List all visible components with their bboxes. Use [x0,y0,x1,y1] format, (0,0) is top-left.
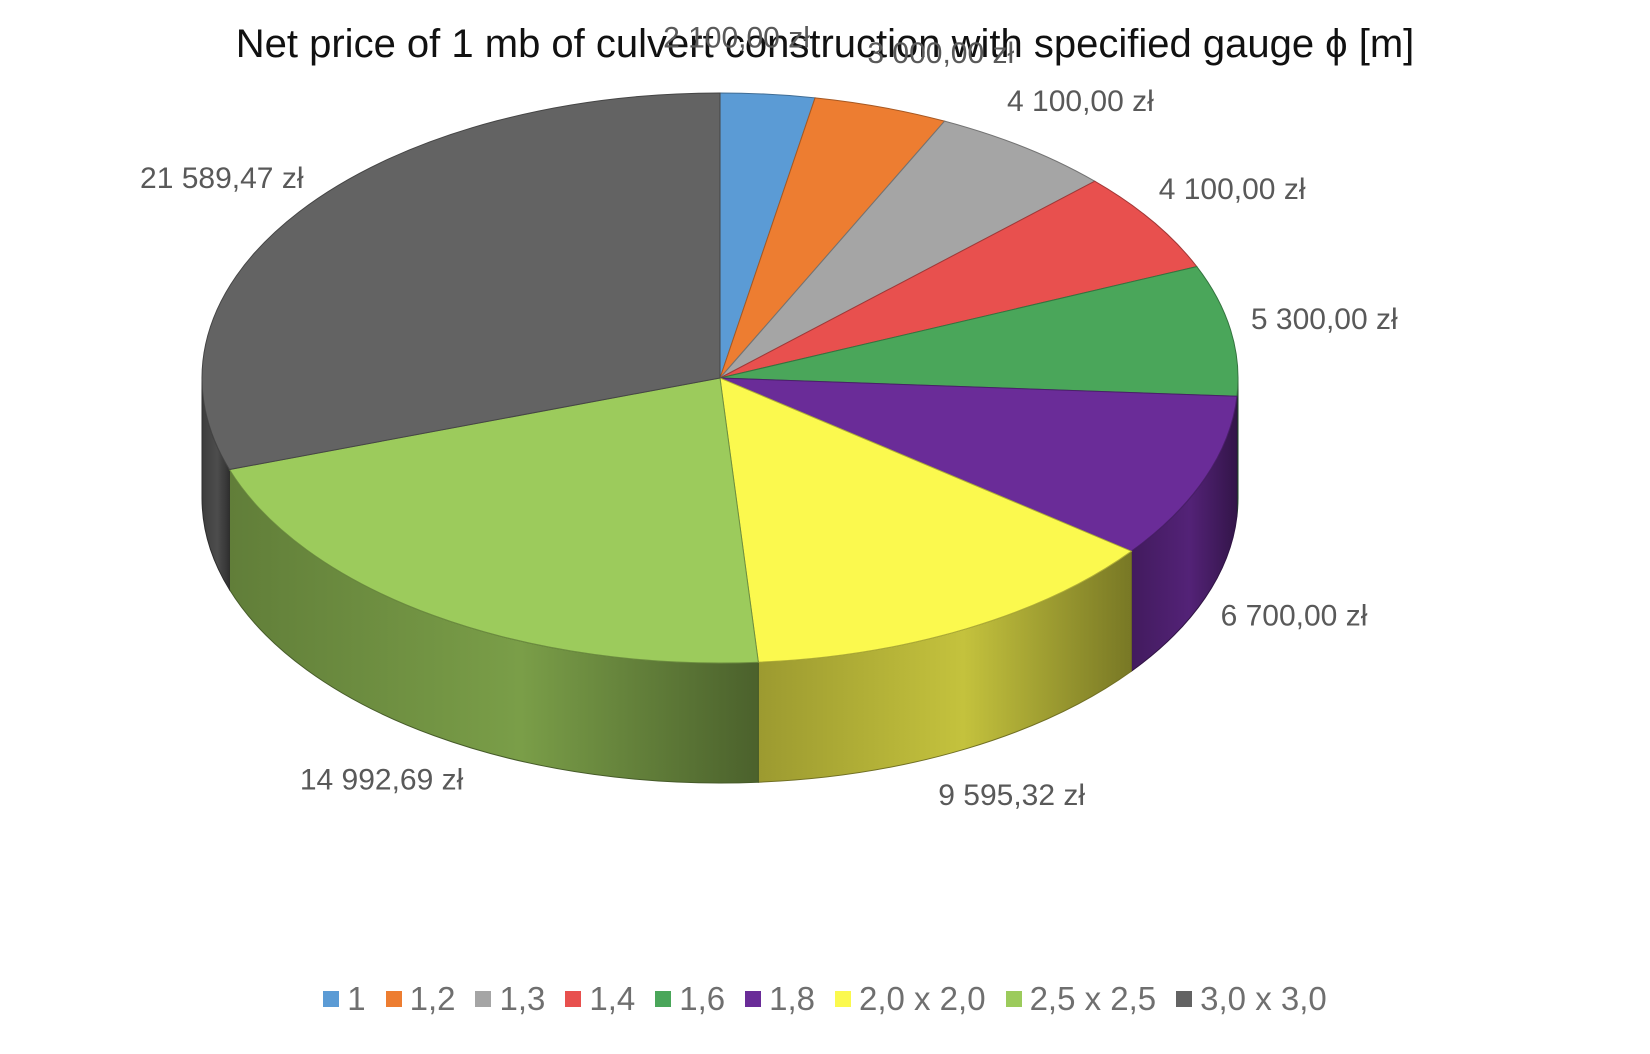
data-label-1: 3 000,00 zł [867,37,1014,70]
legend-label: 1,3 [499,980,546,1017]
legend-item: 1,4 [565,980,635,1018]
pie-slice-7 [228,377,759,664]
data-label-8: 21 589,47 zł [140,162,304,195]
legend-label: 1,2 [409,980,456,1017]
legend-swatch [745,991,762,1007]
legend-swatch [385,991,402,1007]
legend-swatch [1005,991,1022,1007]
legend-item: 1 [323,980,366,1018]
legend-label: 2,0 x 2,0 [858,980,986,1017]
legend-label: 1,4 [589,980,636,1017]
legend-item: 1,8 [745,980,815,1018]
pie-sides [201,377,1239,784]
pie-slice-4 [719,266,1239,397]
legend-swatch [565,991,582,1007]
data-label-7: 14 992,69 zł [300,763,464,796]
pie-slice-6 [719,377,1133,663]
legend-swatch [834,991,851,1007]
legend-label: 2,5 x 2,5 [1029,980,1157,1017]
legend-swatch [655,991,672,1007]
legend-label: 1 [347,980,366,1017]
legend: 1 1,2 1,3 1,4 1,6 1,8 2,0 x 2,0 2,5 x 2,5 3,0 x … [0,980,1650,1018]
data-label-3: 4 100,00 zł [1159,173,1306,206]
legend-label: 3,0 x 3,0 [1200,980,1327,1017]
legend-swatch [475,991,492,1007]
legend-label: 1,6 [679,980,726,1017]
legend-item: 1,3 [475,980,545,1018]
legend-item: 1,6 [655,980,725,1018]
legend-item: 2,0 x 2,0 [834,980,986,1018]
chart-title: Net price of 1 mb of culvert constructio… [235,22,1415,66]
pie-slice-3 [719,180,1198,379]
legend-swatch [323,991,340,1007]
legend-item: 1,2 [385,980,456,1018]
data-label-0: 2 100,00 zł [663,21,810,54]
pie-slice-8 [201,92,721,471]
pie-slice-5 [719,377,1238,552]
data-label-4: 5 300,00 zł [1251,303,1398,336]
pie-data-labels: 2 100,00 zł 3 000,00 zł 4 100,00 zł 4 100,0… [140,21,1398,812]
data-label-5: 6 700,00 zł [1221,599,1368,632]
data-label-2: 4 100,00 zł [1007,85,1154,118]
pie-slice-2 [719,120,1096,379]
legend-item: 2,5 x 2,5 [1005,980,1157,1018]
legend-swatch [1176,991,1193,1007]
pie-tops [201,92,1239,664]
legend-label: 1,8 [769,980,815,1017]
data-label-6: 9 595,32 zł [938,779,1085,812]
legend-item: 3,0 x 3,0 [1176,980,1327,1018]
